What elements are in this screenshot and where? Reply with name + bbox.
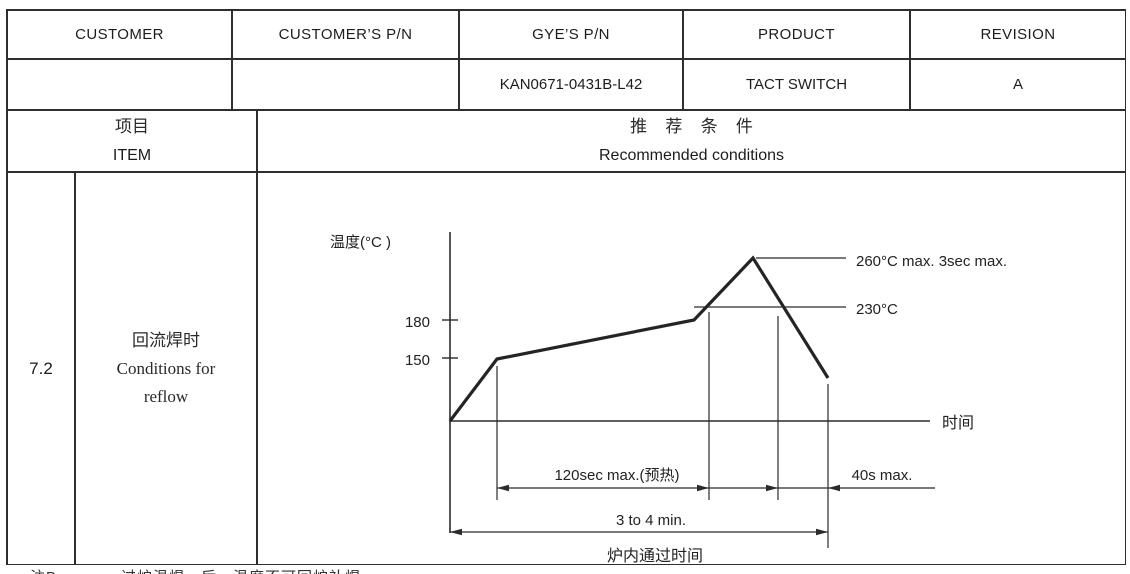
footnote-clipped: 注B 过炉温焊 后，温度不可回炉补焊 <box>30 566 361 574</box>
conditions-label-cn: 推 荐 条 件 <box>630 117 760 136</box>
value-cell-product: TACT SWITCH <box>683 59 910 110</box>
item-label-cn: 项目 <box>115 117 149 136</box>
value-cell-customers-pn <box>232 59 459 110</box>
item-name-cn: 回流焊时 <box>132 330 200 350</box>
item-label-en: ITEM <box>112 147 152 164</box>
conditions-label-en: Recommended conditions <box>599 147 784 164</box>
section-header-conditions: 推 荐 条 件 Recommended conditions <box>257 110 1126 172</box>
header-cell-customers-pn: CUSTOMER’S P/N <box>232 10 459 59</box>
item-number-cell: 7.2 <box>7 172 75 565</box>
header-cell-product: PRODUCT <box>683 10 910 59</box>
value-cell-revision: A <box>910 59 1126 110</box>
header-cell-customer: CUSTOMER <box>7 10 232 59</box>
item-name-cell: 回流焊时 Conditions for reflow <box>75 172 257 565</box>
header-cell-revision: REVISION <box>910 10 1126 59</box>
section-header-item: 项目 ITEM <box>7 110 257 172</box>
header-cell-gyes-pn: GYE’S P/N <box>459 10 683 59</box>
item-name-en-line2: reflow <box>143 386 189 406</box>
item-name-en-line1: Conditions for <box>116 358 216 378</box>
chart-cell <box>257 172 1126 565</box>
value-cell-customer <box>7 59 232 110</box>
value-cell-gyes-pn: KAN0671-0431B-L42 <box>459 59 683 110</box>
